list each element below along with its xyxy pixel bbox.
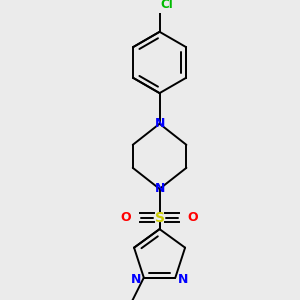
Text: N: N — [178, 273, 188, 286]
Text: O: O — [121, 211, 131, 224]
Text: N: N — [154, 182, 165, 195]
Text: O: O — [188, 211, 198, 224]
Text: N: N — [154, 117, 165, 130]
Text: S: S — [154, 211, 165, 225]
Text: Cl: Cl — [161, 0, 174, 11]
Text: N: N — [131, 273, 141, 286]
